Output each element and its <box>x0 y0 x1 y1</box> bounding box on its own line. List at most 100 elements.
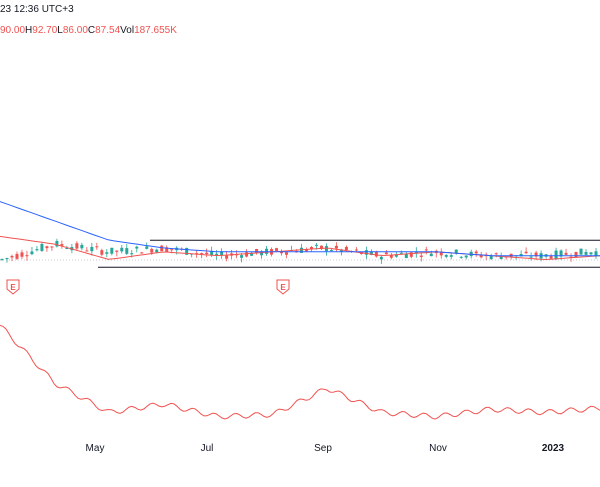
candle-body <box>594 251 598 256</box>
close-label: C <box>87 25 96 36</box>
candle-body <box>319 245 323 250</box>
candle-body <box>579 248 583 255</box>
candle-body <box>250 253 254 256</box>
candle-body <box>584 251 588 255</box>
candle-body <box>364 250 368 255</box>
candle-body <box>389 255 393 258</box>
close-value: 87.54 <box>95 25 121 36</box>
candle-body <box>479 255 483 258</box>
candle-body <box>419 255 423 257</box>
candle-body <box>499 256 503 260</box>
vol-label: Vol <box>120 25 135 36</box>
candle-body <box>394 254 398 257</box>
earnings-marker: E <box>276 279 290 295</box>
candle-body <box>534 252 538 257</box>
candle-body <box>275 248 279 251</box>
candle-body <box>5 258 9 260</box>
candle-body <box>215 253 219 256</box>
oscillator-line <box>0 324 600 420</box>
candle-body <box>80 244 84 249</box>
candle-body <box>399 252 403 254</box>
ma-slow-line <box>0 201 600 257</box>
candle-body <box>344 246 348 250</box>
x-tick-label: Nov <box>429 443 447 454</box>
low-value: 86.00 <box>62 25 88 36</box>
candle-body <box>40 243 44 251</box>
candle-body <box>125 248 129 254</box>
candle-body <box>260 251 264 256</box>
candle-body <box>329 249 333 251</box>
ohlc-legend: 90.00H92.70L86.00C87.54Vol187.655K <box>0 25 177 36</box>
candle-body <box>589 252 593 255</box>
candle-body <box>529 256 533 258</box>
open-value: 90.00 <box>0 25 26 36</box>
candle-body <box>559 250 563 257</box>
candle-body <box>369 251 373 255</box>
candle-body <box>50 246 54 248</box>
candle-body <box>554 250 558 259</box>
candle-body <box>65 247 69 249</box>
candle-body <box>379 256 383 260</box>
candle-body <box>45 246 49 249</box>
earnings-marker-shape <box>276 279 290 295</box>
candle-body <box>30 251 34 255</box>
candle-body <box>160 245 164 252</box>
candle-body <box>90 246 94 252</box>
candle-body <box>130 253 134 255</box>
candle-body <box>439 251 443 256</box>
candle-body <box>195 253 199 255</box>
candle-body <box>110 247 114 254</box>
candle-body <box>304 249 308 252</box>
candle-body <box>155 249 159 253</box>
candle-body <box>374 251 378 257</box>
high-label: H <box>25 25 33 36</box>
candle-body <box>309 247 313 250</box>
candle-body <box>494 253 498 255</box>
chart-header: 23 12:36 UTC+3 90.00H92.70L86.00C87.54Vo… <box>0 0 600 40</box>
candle-body <box>135 246 139 249</box>
candle-body <box>334 245 338 249</box>
x-tick-label: Jul <box>201 443 214 454</box>
candle-body <box>424 249 428 251</box>
candle-body <box>489 255 493 260</box>
earnings-marker-label: E <box>280 283 286 292</box>
candle-body <box>115 250 119 252</box>
candle-body <box>519 253 523 257</box>
candle-body <box>0 259 4 261</box>
candle-body <box>404 253 408 259</box>
candle-body <box>200 253 204 255</box>
candle-body <box>339 249 343 253</box>
candle-body <box>474 251 478 254</box>
candle-body <box>429 253 433 257</box>
candle-body <box>285 252 289 255</box>
candle-body <box>170 249 174 251</box>
candle-body <box>220 251 224 256</box>
candle-body <box>95 246 99 248</box>
candle-body <box>449 255 453 257</box>
candle-body <box>140 252 144 254</box>
x-tick-label: May <box>86 443 105 454</box>
candle-body <box>105 252 109 254</box>
earnings-marker: E <box>6 279 20 295</box>
candle-body <box>574 251 578 258</box>
candle-body <box>60 244 64 246</box>
candle-body <box>85 250 89 252</box>
candle-body <box>225 255 229 259</box>
channel-lines <box>0 239 600 268</box>
candle-body <box>35 249 39 251</box>
candle-body <box>150 248 154 253</box>
candle-body <box>454 249 458 254</box>
candle-body <box>210 250 214 256</box>
x-tick-label: 2023 <box>542 443 565 454</box>
candle-body <box>145 246 149 249</box>
candle-body <box>165 247 169 252</box>
candle-body <box>459 256 463 258</box>
oscillator-pane <box>0 324 600 420</box>
candle-body <box>299 247 303 253</box>
header-datetime: 23 12:36 UTC+3 <box>0 4 74 15</box>
candle-body <box>245 252 249 257</box>
candle-body <box>20 252 24 257</box>
x-tick-label: Sep <box>314 443 332 454</box>
